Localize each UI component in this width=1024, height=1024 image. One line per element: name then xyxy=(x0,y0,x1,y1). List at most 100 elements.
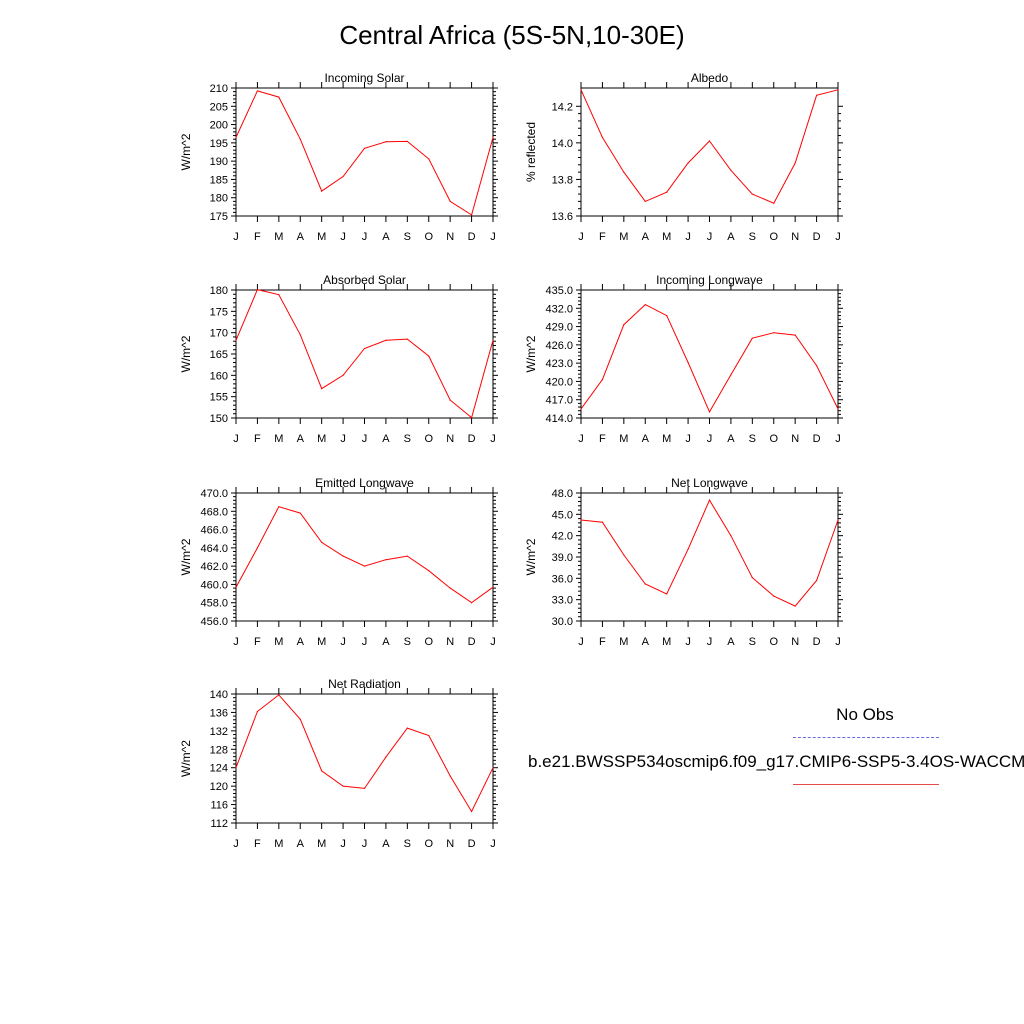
plot-frame xyxy=(235,87,494,217)
x-tick-label: J xyxy=(490,636,496,648)
panel-title: Emitted Longwave xyxy=(315,476,414,490)
y-tick-label: 210 xyxy=(210,83,228,95)
y-tick-label: 120 xyxy=(210,781,228,793)
data-point xyxy=(363,787,366,790)
data-point xyxy=(751,577,753,579)
data-point xyxy=(449,587,451,589)
x-tick-label: A xyxy=(642,433,650,445)
y-tick-label: 175 xyxy=(210,306,228,318)
x-tick-label: A xyxy=(727,636,735,648)
data-point xyxy=(342,175,344,178)
y-tick-label: 14.2 xyxy=(552,101,573,113)
x-tick-label: M xyxy=(274,838,283,850)
data-point xyxy=(299,334,301,336)
data-point xyxy=(278,96,280,98)
data-point xyxy=(278,294,280,296)
y-tick-label: 45.0 xyxy=(552,509,573,521)
y-tick-label: 112 xyxy=(210,818,228,830)
data-point xyxy=(644,304,646,306)
x-tick-label: J xyxy=(835,636,841,648)
data-point xyxy=(385,339,387,341)
x-tick-label: J xyxy=(362,231,368,243)
data-point xyxy=(363,347,366,350)
data-point xyxy=(794,334,796,336)
y-tick-label: 462.0 xyxy=(200,561,228,573)
y-tick-label: 39.0 xyxy=(552,552,573,564)
x-tick-label: M xyxy=(274,636,283,648)
y-tick-label: 190 xyxy=(210,156,228,168)
y-tick-label: 458.0 xyxy=(200,598,228,610)
x-tick-label: J xyxy=(340,433,346,445)
y-tick-label: 14.0 xyxy=(552,138,573,150)
x-tick-label: J xyxy=(340,636,346,648)
data-point xyxy=(428,158,430,160)
data-point xyxy=(666,315,668,317)
x-tick-label: J xyxy=(835,433,841,445)
data-point xyxy=(751,337,753,339)
x-tick-label: M xyxy=(317,636,326,648)
x-tick-label: F xyxy=(254,433,261,445)
x-tick-label: O xyxy=(769,433,778,445)
x-tick-label: J xyxy=(685,433,691,445)
data-point xyxy=(428,734,430,737)
data-point xyxy=(687,548,689,550)
x-tick-label: F xyxy=(599,636,606,648)
y-axis-label: W/m^2 xyxy=(524,335,538,372)
data-point xyxy=(666,593,668,595)
x-tick-label: M xyxy=(274,433,283,445)
x-tick-label: F xyxy=(254,636,261,648)
x-tick-label: D xyxy=(813,433,821,445)
series-line xyxy=(235,694,494,813)
x-tick-label: O xyxy=(424,433,433,445)
x-tick-label: M xyxy=(619,636,628,648)
x-tick-label: M xyxy=(662,433,671,445)
data-point xyxy=(492,339,494,341)
plot-frame xyxy=(235,492,494,622)
series-line xyxy=(580,499,839,607)
data-point xyxy=(363,147,366,149)
x-tick-label: A xyxy=(642,636,650,648)
y-tick-label: 116 xyxy=(210,800,228,812)
x-tick-label: A xyxy=(297,838,305,850)
data-point xyxy=(235,339,237,341)
x-tick-label: F xyxy=(254,231,261,243)
series-line xyxy=(235,506,494,604)
data-point xyxy=(601,521,604,523)
x-tick-label: A xyxy=(382,433,390,445)
x-tick-label: J xyxy=(233,838,239,850)
x-tick-label: J xyxy=(685,231,691,243)
y-axis-label: W/m^2 xyxy=(524,538,538,575)
data-point xyxy=(708,140,711,142)
data-point xyxy=(644,200,646,202)
y-axis-label: W/m^2 xyxy=(179,740,193,777)
x-tick-label: J xyxy=(233,636,239,648)
x-tick-label: J xyxy=(578,231,584,243)
x-tick-label: N xyxy=(446,838,454,850)
y-tick-label: 414.0 xyxy=(545,413,573,425)
y-tick-label: 466.0 xyxy=(200,525,228,537)
x-tick-label: M xyxy=(274,231,283,243)
x-tick-label: D xyxy=(468,231,476,243)
x-tick-label: J xyxy=(707,231,713,243)
data-point xyxy=(794,605,796,607)
plot-frame xyxy=(235,289,494,419)
data-point xyxy=(385,756,387,758)
y-tick-label: 33.0 xyxy=(552,595,573,607)
y-tick-label: 48.0 xyxy=(552,488,573,500)
figure-title: Central Africa (5S-5N,10-30E) xyxy=(339,20,685,50)
data-point xyxy=(580,519,582,521)
data-point xyxy=(601,136,604,138)
y-tick-label: 13.6 xyxy=(552,211,573,223)
x-tick-label: D xyxy=(468,433,476,445)
y-tick-label: 128 xyxy=(210,744,228,756)
x-tick-label: N xyxy=(446,231,454,243)
legend-model-label: b.e21.BWSSP534oscmip6.f09_g17.CMIP6-SSP5… xyxy=(528,752,1024,771)
data-point xyxy=(278,506,280,508)
data-point xyxy=(837,408,839,410)
x-tick-label: M xyxy=(619,433,628,445)
x-tick-label: O xyxy=(424,636,433,648)
